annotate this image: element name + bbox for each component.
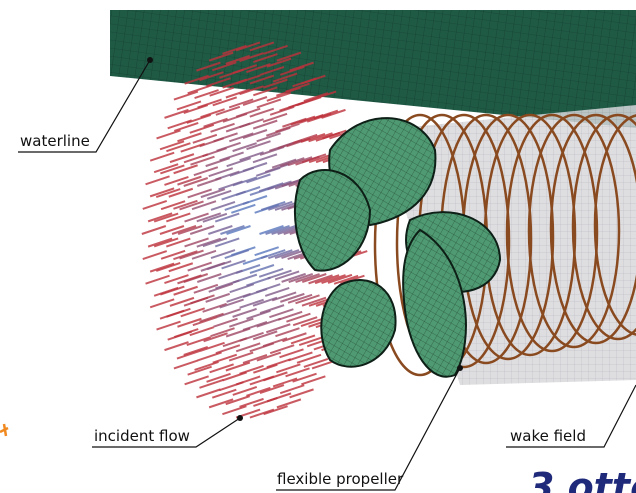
flow-arrow bbox=[219, 382, 243, 390]
flow-arrow bbox=[236, 343, 260, 351]
flow-arrow bbox=[168, 332, 192, 340]
flow-arrow bbox=[259, 269, 283, 277]
flow-arrow bbox=[174, 165, 198, 173]
flow-arrow bbox=[273, 378, 297, 386]
flow-arrow bbox=[160, 141, 184, 149]
flow-arrow bbox=[164, 342, 188, 350]
flow-arrow bbox=[223, 338, 247, 346]
flow-arrow bbox=[184, 347, 208, 355]
flow-arrow bbox=[280, 385, 304, 393]
flow-arrow bbox=[275, 328, 299, 336]
label-incident-flow: incident flow bbox=[94, 427, 190, 445]
flow-arrow bbox=[265, 288, 289, 296]
flow-arrow bbox=[222, 406, 246, 414]
flow-arrow bbox=[243, 130, 267, 138]
flow-arrow bbox=[268, 181, 292, 189]
flow-arrow bbox=[198, 352, 222, 360]
flow-arrow bbox=[215, 280, 239, 288]
label-waterline: waterline bbox=[20, 132, 90, 150]
flow-arrow bbox=[266, 324, 290, 332]
flow-arrow bbox=[174, 92, 198, 100]
flow-arrow bbox=[188, 189, 212, 197]
flow-arrow bbox=[218, 181, 242, 189]
flow-arrow bbox=[272, 292, 296, 300]
flow-arrow bbox=[185, 376, 209, 384]
flow-arrow bbox=[267, 359, 291, 367]
flow-arrow bbox=[264, 406, 288, 414]
flow-arrow bbox=[177, 351, 201, 359]
flow-arrow bbox=[230, 284, 254, 292]
flow-arrow bbox=[250, 343, 274, 351]
label-wake-field: wake field bbox=[510, 427, 586, 445]
flow-arrow bbox=[277, 399, 301, 407]
flow-arrow bbox=[257, 319, 281, 327]
flow-arrow bbox=[157, 130, 181, 138]
flow-arrow bbox=[243, 163, 267, 171]
flow-arrow bbox=[290, 389, 314, 397]
flow-arrow bbox=[227, 158, 251, 166]
flow-arrow bbox=[157, 322, 181, 330]
flow-arrow bbox=[174, 360, 198, 368]
flow-arrow bbox=[197, 178, 221, 186]
flow-arrow bbox=[236, 109, 260, 117]
flow-arrow bbox=[200, 314, 224, 322]
flow-arrow bbox=[194, 285, 218, 293]
flow-arrow bbox=[226, 90, 250, 98]
scene: waterline incident flow flexible propell… bbox=[0, 0, 636, 493]
page: waterline incident flow flexible propell… bbox=[0, 0, 636, 493]
flow-arrow bbox=[209, 284, 233, 292]
flow-arrow bbox=[218, 271, 242, 279]
flow-arrow bbox=[260, 385, 284, 393]
flow-arrow bbox=[188, 85, 212, 93]
flow-arrow bbox=[216, 345, 240, 353]
flow-arrow bbox=[156, 263, 180, 271]
flow-arrow bbox=[146, 176, 170, 184]
flow-arrow bbox=[203, 304, 227, 312]
flow-arrow bbox=[250, 109, 274, 117]
flow-arrow bbox=[270, 345, 294, 353]
flow-arrow bbox=[150, 153, 174, 161]
flow-arrow bbox=[222, 260, 246, 268]
flow-arrow bbox=[276, 364, 300, 372]
label-flexible-propeller: flexible propeller bbox=[277, 470, 404, 488]
flow-arrow bbox=[286, 368, 310, 376]
flow-arrow bbox=[164, 110, 188, 118]
flow-arrow bbox=[160, 311, 184, 319]
flow-arrow bbox=[184, 298, 208, 306]
flow-arrow bbox=[201, 343, 225, 351]
flow-arrow bbox=[181, 308, 205, 316]
caption: 3 otte bbox=[528, 465, 636, 493]
flow-arrow bbox=[299, 337, 323, 345]
flow-arrow bbox=[164, 177, 188, 185]
flow-arrow bbox=[260, 305, 284, 313]
flow-arrow bbox=[204, 119, 228, 127]
orange-mark bbox=[0, 424, 8, 436]
flow-arrow bbox=[190, 125, 214, 133]
flow-arrow bbox=[223, 372, 247, 380]
